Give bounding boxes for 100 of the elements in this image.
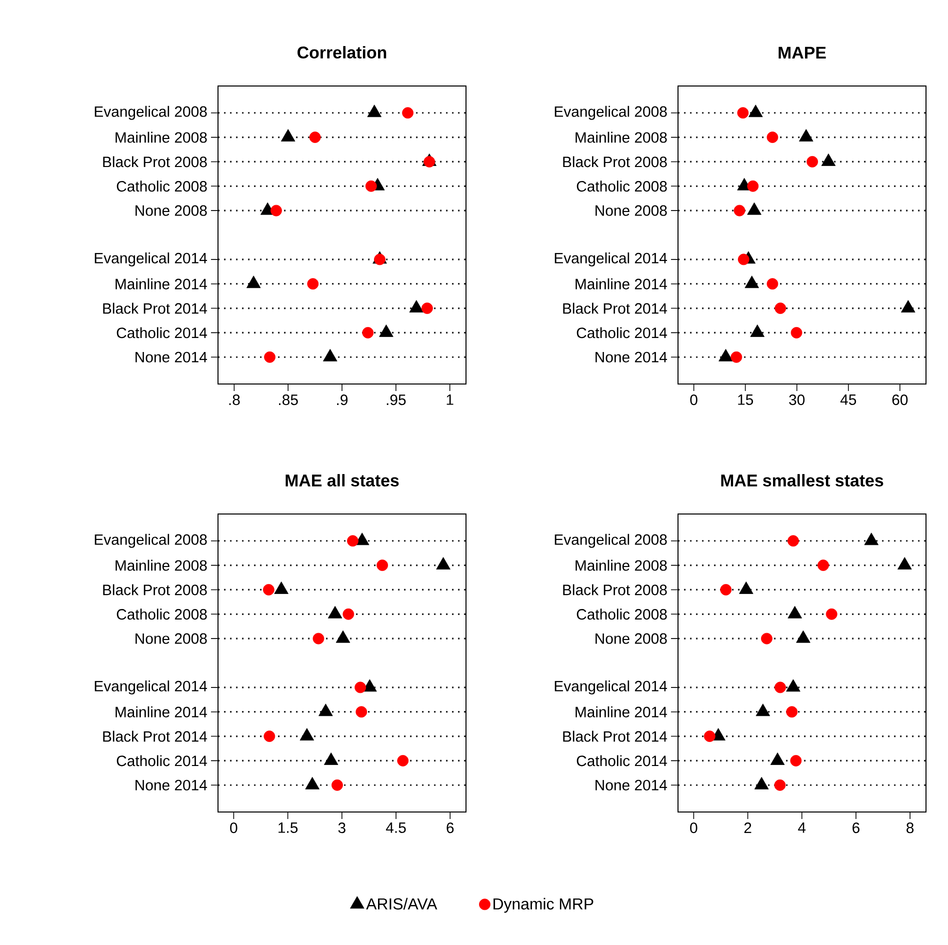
x-tick-label: 8 (906, 822, 914, 834)
point (336, 630, 350, 643)
y-tick-label: Catholic 2008 (116, 608, 207, 620)
point (750, 324, 764, 337)
point (328, 606, 342, 618)
point (734, 204, 746, 216)
x-tick-label: 15 (738, 394, 754, 405)
y-tick-label: Evangelical 2008 (554, 534, 667, 548)
legend-label: ARIS/AVA (366, 898, 438, 910)
point (305, 776, 320, 790)
y-tick-label: None 2008 (596, 205, 667, 216)
point (436, 557, 450, 570)
point (730, 351, 742, 363)
chart-title: MAE all states (286, 474, 399, 487)
chart-title: Correlation (298, 46, 386, 58)
x-tick-label: 6 (852, 822, 860, 834)
point (737, 107, 749, 119)
x-tick-label: .8 (229, 394, 240, 406)
point (766, 132, 778, 143)
legend-label: Dynamic MRP (494, 898, 594, 913)
y-tick-label: Black Prot 2008 (103, 584, 207, 596)
y-tick-label: Evangelical 2008 (94, 534, 207, 548)
y-tick-label: Black Prot 2014 (563, 730, 668, 742)
point (898, 557, 912, 570)
x-tick-label: 1.5 (278, 822, 298, 833)
point (744, 276, 759, 288)
y-tick-label: Evangelical 2014 (554, 252, 668, 266)
point (786, 706, 798, 718)
point (347, 535, 358, 547)
x-tick-label: 4 (798, 822, 806, 833)
point (747, 180, 759, 192)
y-tick-label: Catholic 2014 (116, 327, 208, 338)
point (766, 278, 778, 290)
y-tick-label: Black Prot 2014 (103, 730, 208, 742)
y-tick-label: Evangelical 2008 (94, 106, 207, 120)
point (864, 532, 878, 546)
y-tick-label: Catholic 2014 (576, 755, 668, 766)
y-tick-label: Mainline 2008 (576, 560, 667, 571)
point (821, 154, 836, 166)
x-tick-label: 30 (789, 394, 805, 406)
y-tick-label: None 2014 (136, 352, 208, 362)
x-tick-label: 6 (446, 822, 454, 834)
y-tick-label: Mainline 2014 (576, 706, 668, 718)
y-tick-label: Black Prot 2008 (563, 584, 667, 596)
x-tick-label: 45 (840, 394, 856, 405)
x-tick-label: 0 (690, 822, 698, 834)
y-tick-label: None 2014 (596, 352, 668, 362)
point (761, 632, 772, 644)
point (774, 682, 786, 694)
point (790, 327, 802, 338)
x-tick-label: 3 (338, 822, 346, 834)
y-tick-label: Mainline 2008 (116, 132, 207, 143)
point (718, 348, 733, 362)
y-tick-label: Evangelical 2014 (554, 680, 668, 694)
point (354, 682, 366, 694)
point (826, 608, 838, 620)
y-tick-label: Catholic 2008 (116, 180, 207, 192)
y-tick-label: Catholic 2008 (576, 180, 667, 192)
point (720, 584, 732, 596)
point (818, 560, 829, 571)
x-tick-label: .9 (337, 394, 348, 406)
y-tick-label: None 2014 (136, 780, 208, 790)
x-tick-label: 60 (892, 394, 908, 406)
y-tick-label: None 2008 (136, 205, 207, 216)
point (799, 129, 814, 142)
y-tick-label: None 2014 (596, 780, 668, 790)
y-tick-label: Mainline 2008 (116, 560, 207, 571)
point (806, 156, 818, 168)
point (356, 706, 368, 718)
point (264, 730, 276, 742)
point (796, 630, 810, 643)
point (300, 728, 314, 740)
x-tick-label: 4.5 (386, 822, 406, 833)
y-tick-label: Black Prot 2008 (563, 156, 667, 168)
point (262, 584, 274, 596)
x-tick-label: 2 (744, 822, 752, 833)
point (739, 582, 754, 594)
y-tick-label: Mainline 2008 (576, 132, 667, 143)
x-tick-label: .85 (279, 394, 298, 406)
point (901, 300, 916, 312)
y-tick-label: Mainline 2014 (116, 278, 208, 290)
y-tick-label: None 2008 (136, 633, 207, 644)
point (748, 104, 763, 118)
x-tick-label: 1 (446, 394, 454, 405)
y-tick-label: Evangelical 2014 (94, 252, 208, 266)
y-tick-label: Evangelical 2014 (94, 680, 208, 694)
y-tick-label: Mainline 2014 (116, 706, 208, 718)
chart-title: MAPE (778, 46, 826, 58)
point (738, 254, 750, 266)
y-tick-label: Evangelical 2008 (554, 106, 667, 120)
y-tick-label: Catholic 2014 (116, 755, 208, 766)
point (786, 679, 800, 692)
y-tick-label: Catholic 2008 (576, 608, 667, 620)
y-tick-label: None 2008 (596, 633, 667, 644)
point (312, 632, 324, 644)
point (756, 704, 770, 716)
point (774, 779, 786, 791)
point (318, 704, 333, 716)
y-tick-label: Mainline 2014 (576, 278, 668, 290)
y-tick-label: Black Prot 2008 (103, 156, 207, 168)
